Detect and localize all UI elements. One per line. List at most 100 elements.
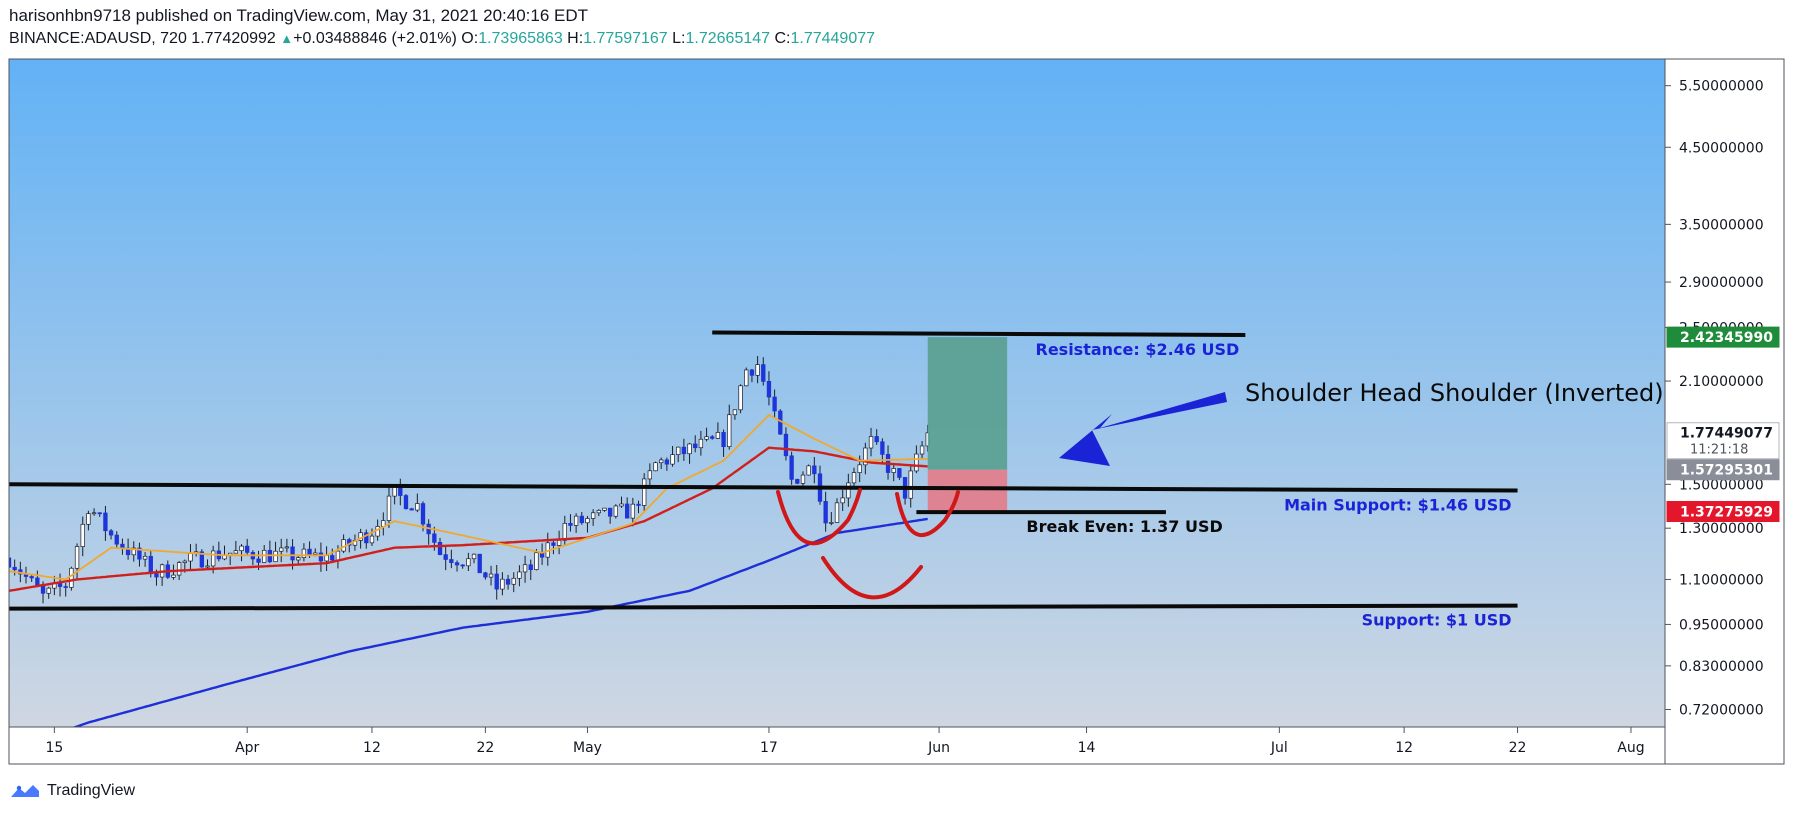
x-tick-label: 12 <box>363 740 381 756</box>
candle-body <box>517 571 522 579</box>
candle-body <box>829 522 834 524</box>
candle-body <box>131 547 136 556</box>
candle-body <box>40 586 46 594</box>
x-tick-label: Aug <box>1617 740 1644 756</box>
candle-body <box>369 535 375 544</box>
candle-body <box>744 369 749 387</box>
symbol-label: BINANCE:ADAUSD, 720 <box>9 30 187 47</box>
candle-body <box>296 557 301 561</box>
price-label-box <box>1666 459 1780 481</box>
low-label: L: <box>672 30 686 47</box>
candle-body <box>403 495 409 510</box>
candle-body <box>579 515 584 524</box>
candle-body <box>108 530 114 536</box>
x-tick-label: Jul <box>1270 740 1288 756</box>
x-tick-label: 14 <box>1078 740 1096 756</box>
candle-body <box>9 557 12 568</box>
y-tick-label: 0.72000000 <box>1679 702 1764 718</box>
left-shoulder-arc <box>776 488 862 546</box>
candle-body <box>880 441 885 455</box>
candle-body <box>29 576 34 579</box>
candle-body <box>443 554 448 560</box>
candle-body <box>511 577 516 585</box>
high-value: 1.77597167 <box>583 30 668 47</box>
candle-body <box>551 542 556 546</box>
candle-body <box>738 385 743 411</box>
candle-body <box>239 545 244 552</box>
candle-body <box>301 548 307 558</box>
candle-body <box>534 552 539 570</box>
candle-body <box>670 454 675 465</box>
ema-slow-line <box>72 517 928 727</box>
x-tick-label: 22 <box>476 740 494 756</box>
candle-body <box>454 562 460 566</box>
main-support-label: Main Support: $1.46 USD <box>1284 495 1511 514</box>
candle-body <box>642 478 647 506</box>
candle-body <box>772 396 777 412</box>
x-tick-label: 17 <box>760 740 778 756</box>
candle-body <box>137 547 142 560</box>
candle-body <box>233 550 239 554</box>
right-shoulder-arc <box>895 490 960 538</box>
x-tick-label: 15 <box>45 740 63 756</box>
last-price: 1.77420992 <box>191 30 276 47</box>
candle-body <box>262 549 267 563</box>
candle-body <box>86 513 91 525</box>
candle-body <box>619 503 624 507</box>
open-value: 1.73965863 <box>478 30 563 47</box>
candle-body <box>749 369 755 376</box>
high-label: H: <box>567 30 584 47</box>
x-tick-label: May <box>573 740 602 756</box>
candle-body <box>755 364 760 376</box>
countdown-label: 11:21:18 <box>1690 443 1748 458</box>
candle-body <box>891 468 896 473</box>
ema-fast-line <box>9 413 928 581</box>
chart-background <box>9 59 1665 727</box>
candle-body <box>471 553 477 560</box>
candle-body <box>914 453 919 472</box>
candle-body <box>676 446 681 455</box>
main-support-line <box>9 482 1518 493</box>
candle-body <box>590 512 596 519</box>
candle-body <box>800 474 806 484</box>
x-tick-label: Apr <box>235 740 259 756</box>
candle-body <box>732 409 738 416</box>
candle-body <box>284 546 290 549</box>
candle-body <box>783 433 789 457</box>
candle-body <box>409 508 414 511</box>
candle-body <box>63 586 68 588</box>
candle-body <box>182 560 187 563</box>
candle-body <box>687 443 692 455</box>
candle-body <box>273 550 278 563</box>
price-chart[interactable]: Resistance: $2.46 USD Main Support: $1.46… <box>0 0 1793 780</box>
candle-body <box>659 459 664 464</box>
resistance-label: Resistance: $2.46 USD <box>1036 340 1240 359</box>
x-tick-label: 22 <box>1509 740 1527 756</box>
tradingview-logo-icon <box>11 785 39 797</box>
candle-body <box>789 455 794 480</box>
candle-body <box>205 565 210 568</box>
candle-body <box>420 503 426 525</box>
candle-body <box>812 465 817 475</box>
support-label: Support: $1 USD <box>1362 611 1512 630</box>
candle-body <box>528 564 533 570</box>
chart-frame <box>8 58 1785 765</box>
candle-body <box>466 558 471 567</box>
candle-body <box>664 459 670 465</box>
candle-body <box>364 532 369 544</box>
resistance-line <box>712 330 1246 338</box>
candle-body <box>449 559 454 564</box>
candle-body <box>432 533 437 543</box>
ema-mid-line <box>9 446 928 592</box>
candle-body <box>851 472 857 484</box>
candle-body <box>154 573 159 578</box>
candle-body <box>290 546 295 561</box>
candle-body <box>806 465 811 476</box>
candle-body <box>245 545 250 553</box>
candle-body <box>69 567 74 588</box>
candle-body <box>256 558 261 563</box>
candle-body <box>897 468 902 478</box>
candle-body <box>171 574 176 578</box>
price-label-box <box>1666 500 1780 522</box>
y-tick-label: 1.30000000 <box>1679 521 1764 537</box>
